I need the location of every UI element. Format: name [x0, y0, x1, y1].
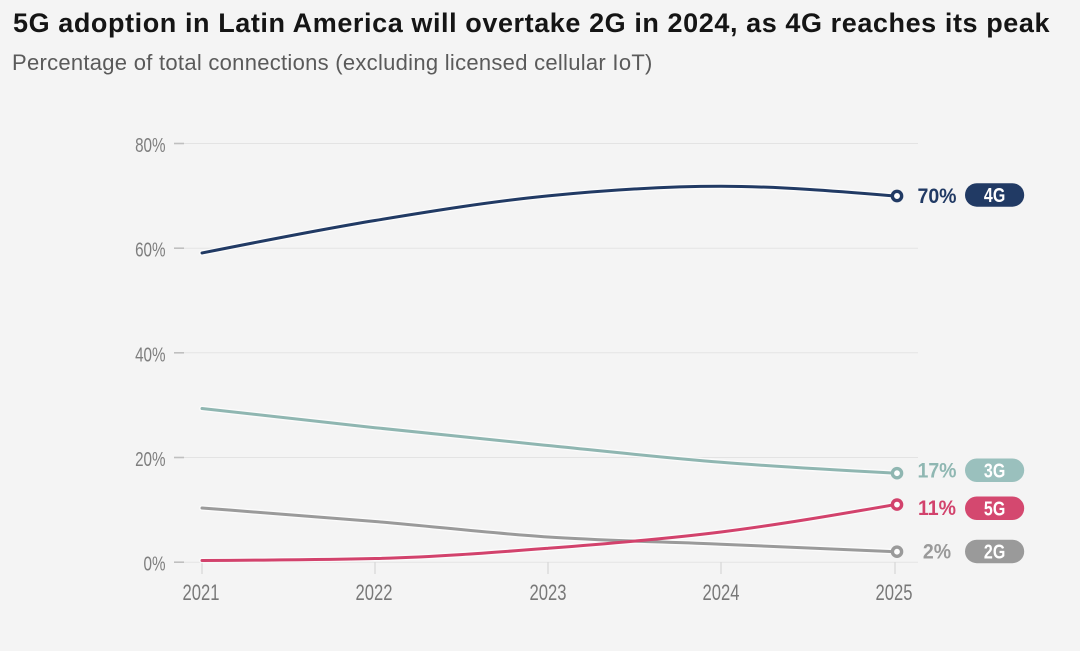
svg-text:3G: 3G — [984, 460, 1005, 482]
svg-text:20%: 20% — [135, 448, 166, 471]
svg-text:70%: 70% — [917, 185, 956, 208]
svg-text:0%: 0% — [144, 553, 166, 576]
svg-text:2025: 2025 — [876, 581, 913, 606]
svg-text:5G: 5G — [984, 498, 1005, 520]
svg-text:40%: 40% — [135, 343, 166, 366]
svg-text:2024: 2024 — [703, 581, 740, 606]
svg-text:2G: 2G — [984, 541, 1005, 563]
svg-text:11%: 11% — [918, 498, 956, 521]
svg-text:4G: 4G — [984, 185, 1005, 207]
svg-text:2023: 2023 — [530, 581, 567, 606]
svg-text:2%: 2% — [923, 541, 951, 564]
svg-text:2021: 2021 — [183, 581, 220, 606]
svg-text:17%: 17% — [917, 460, 956, 483]
svg-text:80%: 80% — [135, 134, 166, 157]
svg-text:2022: 2022 — [356, 581, 393, 606]
svg-text:60%: 60% — [135, 238, 166, 261]
